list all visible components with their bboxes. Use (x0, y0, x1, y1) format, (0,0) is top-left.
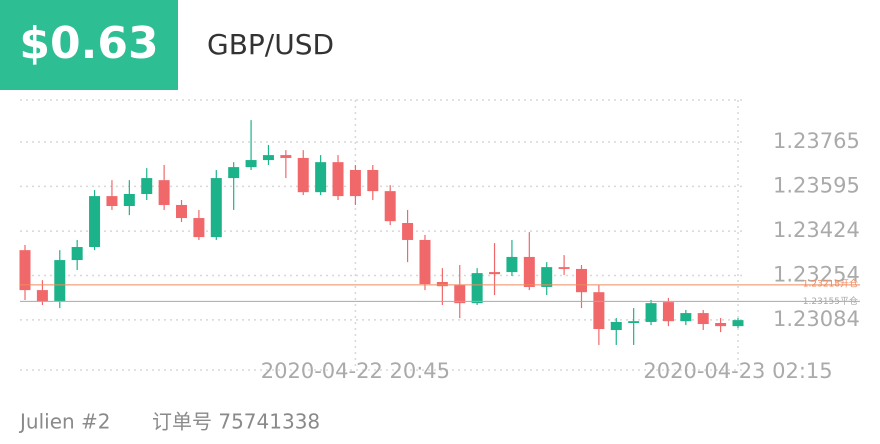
candle-body (697, 313, 709, 325)
candle-body (645, 303, 657, 322)
profit: $0.63 (19, 18, 158, 69)
candle-body (71, 247, 83, 261)
candle-body (54, 260, 66, 302)
candle-body (367, 169, 379, 192)
y-tick-label: 1.23595 (773, 173, 860, 197)
candle-body (262, 155, 274, 161)
y-tick-label: 1.23084 (773, 307, 860, 331)
reference-label: 1.23218开仓 (803, 277, 858, 289)
candle-body (732, 320, 744, 327)
candle-body (158, 180, 170, 205)
y-tick-label: 1.23254 (773, 262, 860, 286)
candle-body (210, 178, 222, 238)
candle-body (454, 285, 466, 304)
candle-body (228, 167, 240, 179)
candle-body (523, 256, 535, 287)
candle-body (541, 267, 553, 287)
candle-body (36, 290, 48, 302)
candle-body (471, 273, 483, 304)
candle-body (610, 321, 622, 331)
x-tick-label: 2020-04-23 02:15 (643, 359, 832, 383)
candle-body (558, 267, 570, 269)
candle-body (506, 256, 518, 273)
candle-body (123, 194, 135, 207)
candle-body (315, 162, 327, 193)
x-tick-label: 2020-04-22 20:45 (261, 359, 450, 383)
candle-body (297, 157, 309, 193)
candle-body (89, 196, 101, 248)
account: Julien #2 (18, 410, 111, 434)
symbol: GBP/USD (207, 28, 334, 61)
candle-body (280, 155, 292, 158)
candle-body (349, 169, 361, 197)
candle-body (19, 250, 31, 291)
candle-body (680, 313, 692, 322)
candle-body (715, 322, 727, 327)
candle-body (628, 321, 640, 323)
candle-body (402, 222, 414, 240)
candle-body (332, 162, 344, 197)
candle-body (489, 272, 501, 275)
candle-body (593, 292, 605, 330)
profit-badge (0, 0, 178, 90)
reference-label: 1.23155平仓 (803, 295, 858, 307)
candle-body (662, 302, 674, 322)
candle-body (193, 218, 205, 238)
candle-body (575, 268, 587, 293)
candle-body (436, 282, 448, 287)
candle-body (384, 191, 396, 222)
y-tick-label: 1.23424 (773, 218, 860, 242)
candle-body (141, 178, 153, 195)
y-tick-label: 1.23765 (773, 129, 860, 153)
candle-body (176, 204, 188, 219)
order-number: 订单号 75741338 (152, 410, 320, 434)
candle-body (419, 239, 431, 285)
candle-body (106, 196, 118, 207)
candle-body (245, 160, 257, 168)
